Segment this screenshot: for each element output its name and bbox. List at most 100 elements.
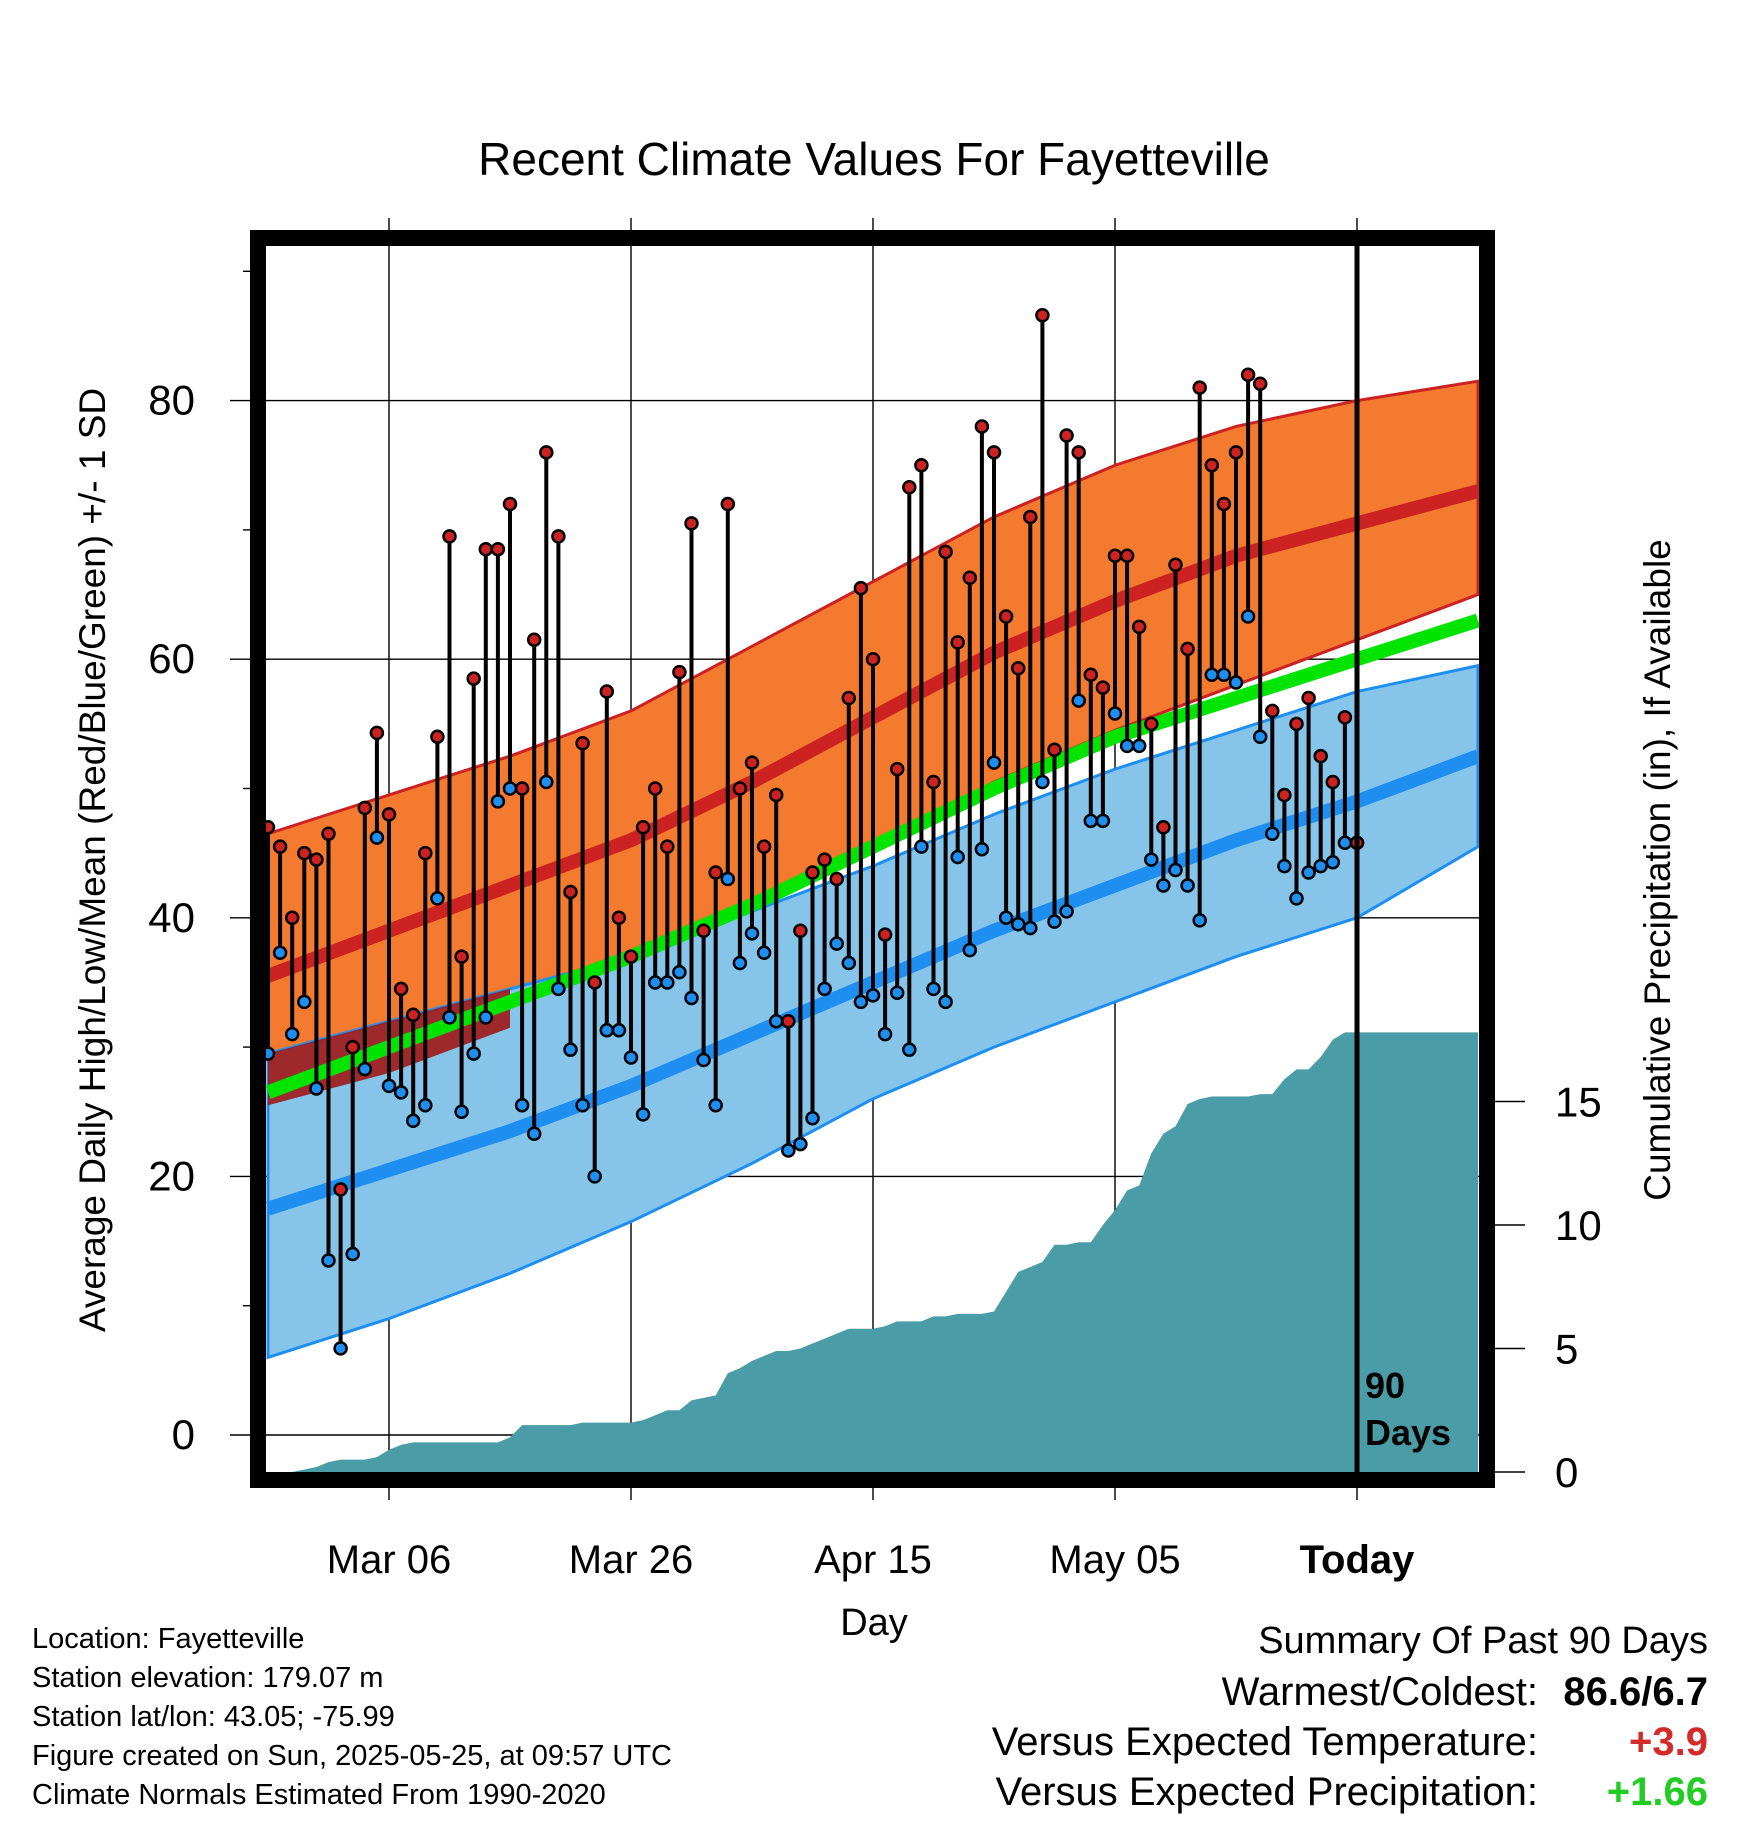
low-point bbox=[696, 1052, 711, 1068]
high-point bbox=[297, 845, 312, 861]
high-point bbox=[853, 580, 869, 596]
high-point bbox=[1301, 690, 1316, 706]
y-tick-label: 60 bbox=[148, 635, 195, 682]
chart-title: Recent Climate Values For Fayetteville bbox=[478, 133, 1270, 185]
low-point bbox=[478, 1010, 494, 1025]
low-point bbox=[1107, 706, 1123, 721]
high-point bbox=[587, 975, 602, 990]
summary-heading: Summary Of Past 90 Days bbox=[1258, 1620, 1708, 1662]
high-point bbox=[1119, 548, 1135, 564]
low-point bbox=[768, 1013, 784, 1029]
low-point bbox=[514, 1098, 530, 1113]
high-point bbox=[1059, 428, 1074, 443]
y-tick-label: 0 bbox=[172, 1411, 195, 1458]
high-point bbox=[1252, 376, 1268, 392]
high-point bbox=[974, 419, 990, 434]
low-point bbox=[587, 1169, 602, 1184]
low-point bbox=[1313, 858, 1328, 874]
low-point bbox=[333, 1341, 348, 1356]
low-point bbox=[599, 1023, 615, 1038]
low-point bbox=[720, 871, 736, 887]
high-point bbox=[829, 871, 844, 887]
high-point bbox=[660, 839, 675, 854]
high-point bbox=[720, 496, 736, 512]
high-point bbox=[914, 458, 929, 473]
high-point bbox=[502, 496, 518, 512]
high-point bbox=[272, 839, 288, 854]
low-point bbox=[1228, 675, 1244, 690]
x-tick-label: Mar 26 bbox=[569, 1538, 694, 1582]
x-tick-label: Apr 15 bbox=[814, 1538, 932, 1582]
low-point bbox=[1119, 738, 1135, 754]
high-point bbox=[793, 923, 808, 938]
y-tick-label: 40 bbox=[148, 894, 195, 941]
y2-tick-label: 0 bbox=[1555, 1449, 1578, 1496]
low-point bbox=[817, 981, 832, 997]
high-point bbox=[381, 807, 397, 822]
low-point bbox=[1156, 878, 1171, 893]
low-point bbox=[1277, 858, 1292, 874]
high-point bbox=[708, 865, 723, 880]
low-point bbox=[1035, 774, 1050, 790]
high-point bbox=[490, 542, 506, 557]
high-point bbox=[1289, 716, 1304, 732]
low-point bbox=[877, 1026, 893, 1042]
high-point bbox=[563, 884, 578, 900]
low-point bbox=[418, 1098, 433, 1113]
created-text: Figure created on Sun, 2025-05-25, at 09… bbox=[32, 1740, 672, 1772]
high-point bbox=[1180, 641, 1195, 657]
y2-tick-label: 15 bbox=[1555, 1079, 1602, 1126]
plot-area: 90 Days 0 20 40 60 80 Mar 06 Mar 26 Apr 15 May 05 T… bbox=[148, 218, 1602, 1582]
warmest-coldest-row: Warmest/Coldest: 86.6/6.7 bbox=[808, 1670, 1708, 1720]
high-point bbox=[1071, 445, 1086, 460]
high-point bbox=[1216, 496, 1232, 512]
high-point bbox=[418, 845, 433, 861]
warmest-coldest-value: 86.6/6.7 bbox=[1563, 1670, 1708, 1714]
low-point bbox=[732, 955, 748, 971]
precip-anomaly-row: Versus Expected Precipitation: +1.66 bbox=[808, 1770, 1708, 1820]
high-point bbox=[986, 445, 1002, 460]
high-point bbox=[1240, 367, 1256, 382]
low-point bbox=[1301, 865, 1316, 880]
high-point bbox=[744, 755, 760, 770]
high-point bbox=[635, 820, 651, 835]
low-point bbox=[284, 1026, 300, 1042]
high-point bbox=[817, 852, 832, 867]
station-info: Location: Fayetteville Station elevation… bbox=[32, 1620, 672, 1815]
high-point bbox=[333, 1182, 348, 1197]
high-point bbox=[1156, 820, 1171, 835]
low-point bbox=[672, 964, 687, 980]
warmest-coldest-label: Warmest/Coldest: bbox=[1221, 1670, 1538, 1714]
high-point bbox=[393, 981, 409, 997]
high-point bbox=[265, 820, 276, 835]
low-point bbox=[430, 891, 445, 906]
low-point bbox=[914, 839, 929, 854]
low-point bbox=[1010, 917, 1026, 932]
high-point bbox=[926, 774, 941, 790]
high-point bbox=[284, 910, 300, 926]
today-days-label: Days bbox=[1365, 1412, 1451, 1453]
low-point bbox=[393, 1085, 409, 1100]
y-tick-label: 20 bbox=[148, 1152, 195, 1199]
low-point bbox=[865, 988, 881, 1003]
low-point bbox=[853, 994, 869, 1010]
y2-tick-label: 10 bbox=[1555, 1202, 1602, 1249]
low-point bbox=[635, 1107, 651, 1122]
low-point bbox=[829, 936, 844, 951]
low-point bbox=[902, 1042, 917, 1057]
high-point bbox=[768, 787, 784, 803]
y2-axis-title: Cumulative Precipitation (in), If Availa… bbox=[1637, 539, 1678, 1201]
today-days-number: 90 bbox=[1365, 1365, 1405, 1406]
high-point bbox=[962, 570, 978, 585]
low-point bbox=[563, 1042, 578, 1057]
x-tick-label: Today bbox=[1300, 1538, 1416, 1582]
high-point bbox=[1047, 742, 1062, 757]
low-point bbox=[1240, 609, 1256, 624]
low-point bbox=[611, 1023, 627, 1038]
high-point bbox=[1107, 548, 1123, 564]
low-point bbox=[1144, 852, 1159, 867]
high-point bbox=[1168, 557, 1183, 573]
latlon-text: Station lat/lon: 43.05; -75.99 bbox=[32, 1701, 395, 1733]
high-point bbox=[865, 651, 881, 667]
high-point bbox=[647, 781, 663, 796]
